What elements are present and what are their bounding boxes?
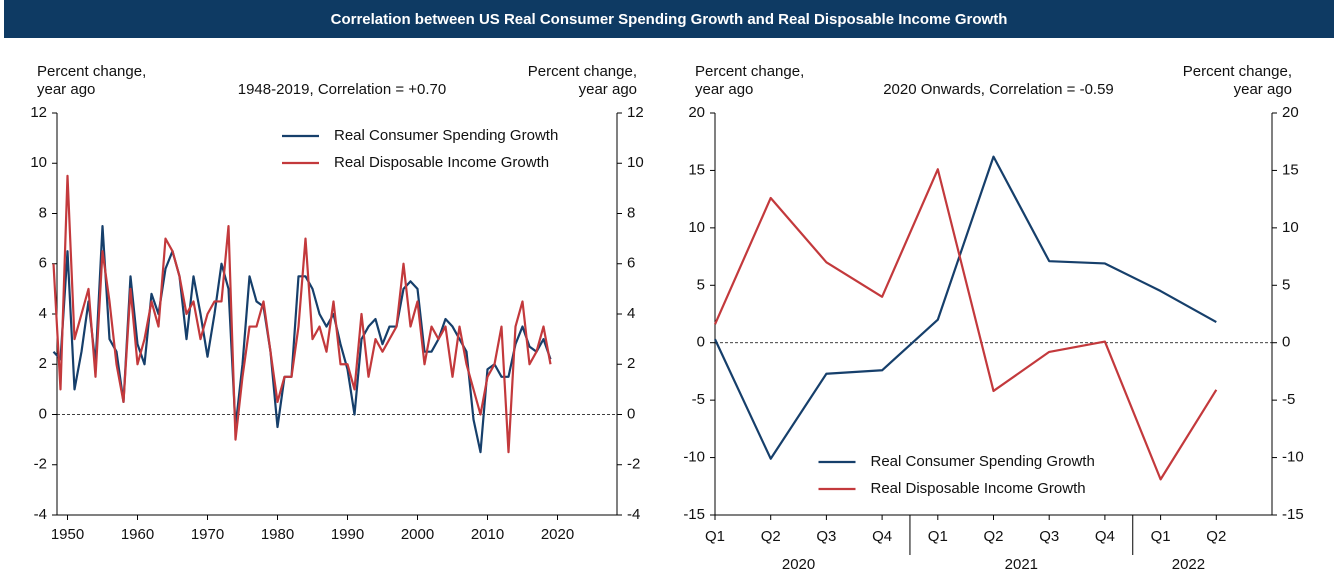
y2-tick-label: -2 bbox=[627, 456, 640, 473]
x-tick-label: 1980 bbox=[261, 526, 294, 543]
y-axis-label: Percent change, bbox=[695, 63, 804, 80]
x-tick-label: 2010 bbox=[471, 526, 504, 543]
y2-tick-label: 10 bbox=[1282, 219, 1299, 236]
y-tick-label: 8 bbox=[39, 204, 47, 221]
y2-tick-label: 0 bbox=[627, 405, 635, 422]
y2-tick-label: -5 bbox=[1282, 391, 1295, 408]
y2-tick-label: -4 bbox=[627, 506, 640, 523]
header-title: Correlation between US Real Consumer Spe… bbox=[331, 11, 1008, 28]
y-tick-label: 15 bbox=[688, 161, 705, 178]
y-tick-label: 10 bbox=[688, 219, 705, 236]
y-axis-label: Percent change, bbox=[37, 63, 146, 80]
series-line bbox=[714, 155, 1217, 460]
annotation: 1948-2019, Correlation = +0.70 bbox=[238, 81, 446, 98]
y-tick-label: 6 bbox=[39, 255, 47, 272]
y2-tick-label: 0 bbox=[1282, 334, 1290, 351]
x-tick-label: Q1 bbox=[705, 528, 725, 545]
y-tick-label: 12 bbox=[30, 104, 47, 121]
y-tick-label: -4 bbox=[34, 506, 47, 523]
y2-tick-label: -15 bbox=[1282, 506, 1304, 523]
x-tick-label: Q1 bbox=[1151, 528, 1171, 545]
legend-label: Real Consumer Spending Growth bbox=[871, 453, 1095, 470]
y2-tick-label: 2 bbox=[627, 355, 635, 372]
x-tick-label: Q4 bbox=[872, 528, 892, 545]
y-tick-label: -15 bbox=[683, 506, 705, 523]
y2-tick-label: 6 bbox=[627, 255, 635, 272]
legend-label: Real Disposable Income Growth bbox=[334, 154, 549, 171]
y-tick-label: -10 bbox=[683, 449, 705, 466]
x-tick-label: Q3 bbox=[1039, 528, 1059, 545]
y2-tick-label: 8 bbox=[627, 204, 635, 221]
y-tick-label: 10 bbox=[30, 154, 47, 171]
group-label: 2020 bbox=[782, 556, 815, 573]
y2-tick-label: 10 bbox=[627, 154, 644, 171]
y2-axis-label: year ago bbox=[1234, 81, 1292, 98]
x-tick-label: Q3 bbox=[816, 528, 836, 545]
x-tick-label: 2000 bbox=[401, 526, 434, 543]
annotation: 2020 Onwards, Correlation = -0.59 bbox=[883, 81, 1114, 98]
y-tick-label: 4 bbox=[39, 305, 47, 322]
y-tick-label: -5 bbox=[692, 391, 705, 408]
x-tick-label: 1970 bbox=[191, 526, 224, 543]
y2-axis-label: year ago bbox=[579, 81, 637, 98]
x-tick-label: Q2 bbox=[983, 528, 1003, 545]
y2-tick-label: 5 bbox=[1282, 276, 1290, 293]
y2-tick-label: 15 bbox=[1282, 161, 1299, 178]
x-tick-label: Q4 bbox=[1095, 528, 1115, 545]
group-label: 2021 bbox=[1005, 556, 1038, 573]
header-bar bbox=[4, 0, 1334, 38]
y2-tick-label: 12 bbox=[627, 104, 644, 121]
x-tick-label: 2020 bbox=[541, 526, 574, 543]
y-tick-label: -2 bbox=[34, 456, 47, 473]
series-line bbox=[52, 174, 552, 454]
legend-label: Real Disposable Income Growth bbox=[871, 480, 1086, 497]
y-tick-label: 0 bbox=[697, 334, 705, 351]
y2-tick-label: 4 bbox=[627, 305, 635, 322]
x-tick-label: 1950 bbox=[51, 526, 84, 543]
x-tick-label: 1990 bbox=[331, 526, 364, 543]
y2-axis-label: Percent change, bbox=[1183, 63, 1292, 80]
y2-tick-label: 20 bbox=[1282, 104, 1299, 121]
y-tick-label: 0 bbox=[39, 405, 47, 422]
x-tick-label: 1960 bbox=[121, 526, 154, 543]
y-axis-label: year ago bbox=[37, 81, 95, 98]
legend-label: Real Consumer Spending Growth bbox=[334, 127, 558, 144]
y-tick-label: 2 bbox=[39, 355, 47, 372]
x-tick-label: Q2 bbox=[1206, 528, 1226, 545]
x-tick-label: Q1 bbox=[928, 528, 948, 545]
y-axis-label: year ago bbox=[695, 81, 753, 98]
y-tick-label: 20 bbox=[688, 104, 705, 121]
group-label: 2022 bbox=[1172, 556, 1205, 573]
x-tick-label: Q2 bbox=[761, 528, 781, 545]
y2-axis-label: Percent change, bbox=[528, 63, 637, 80]
series-line bbox=[713, 168, 1218, 481]
y2-tick-label: -10 bbox=[1282, 449, 1304, 466]
y-tick-label: 5 bbox=[697, 276, 705, 293]
